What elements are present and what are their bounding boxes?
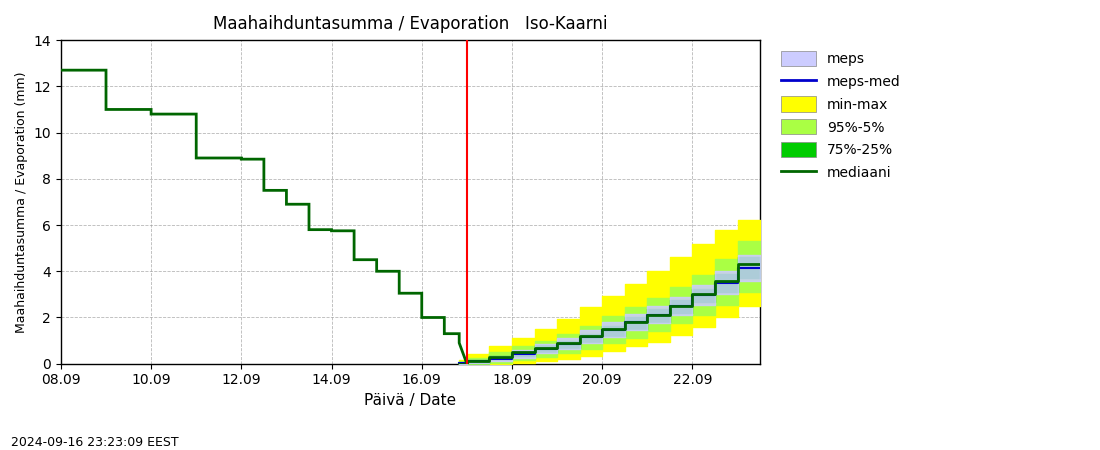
Legend: meps, meps-med, min-max, 95%-5%, 75%-25%, mediaani: meps, meps-med, min-max, 95%-5%, 75%-25%… [774, 44, 908, 187]
Title: Maahaihduntasumma / Evaporation   Iso-Kaarni: Maahaihduntasumma / Evaporation Iso-Kaar… [213, 15, 607, 33]
Y-axis label: Maahaihduntasumma / Evaporation (mm): Maahaihduntasumma / Evaporation (mm) [15, 71, 28, 333]
Text: 2024-09-16 23:23:09 EEST: 2024-09-16 23:23:09 EEST [11, 436, 178, 449]
X-axis label: Päivä / Date: Päivä / Date [364, 393, 456, 408]
